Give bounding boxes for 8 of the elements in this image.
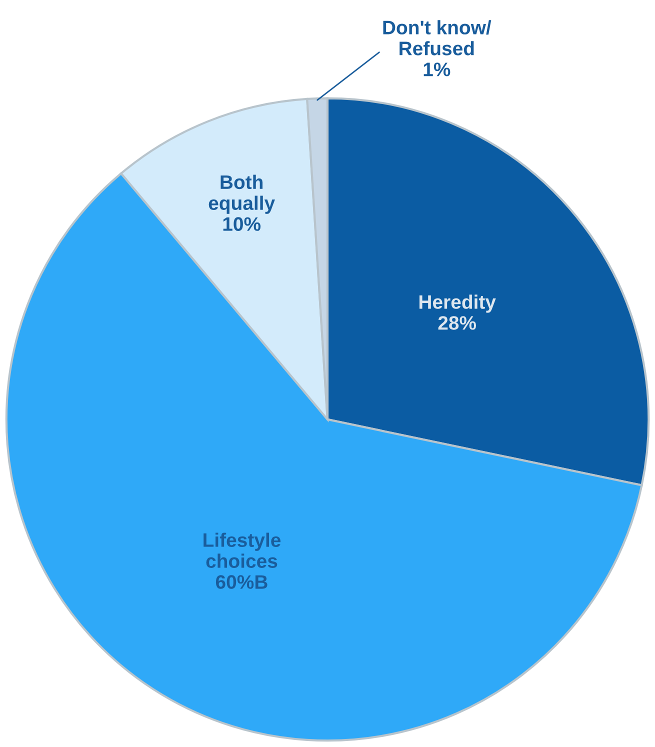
- data-label: 28%: [438, 316, 476, 330]
- data-label: 1%: [424, 62, 450, 76]
- slice-label: Both equally: [208, 174, 275, 214]
- slice-label: Lifestyle choices: [204, 532, 281, 568]
- data-label: 60%B: [216, 575, 268, 589]
- slice-label: Heredity: [419, 294, 496, 313]
- slice-label: Don't know/ Refused: [383, 20, 492, 56]
- data-label: 10%: [223, 217, 261, 231]
